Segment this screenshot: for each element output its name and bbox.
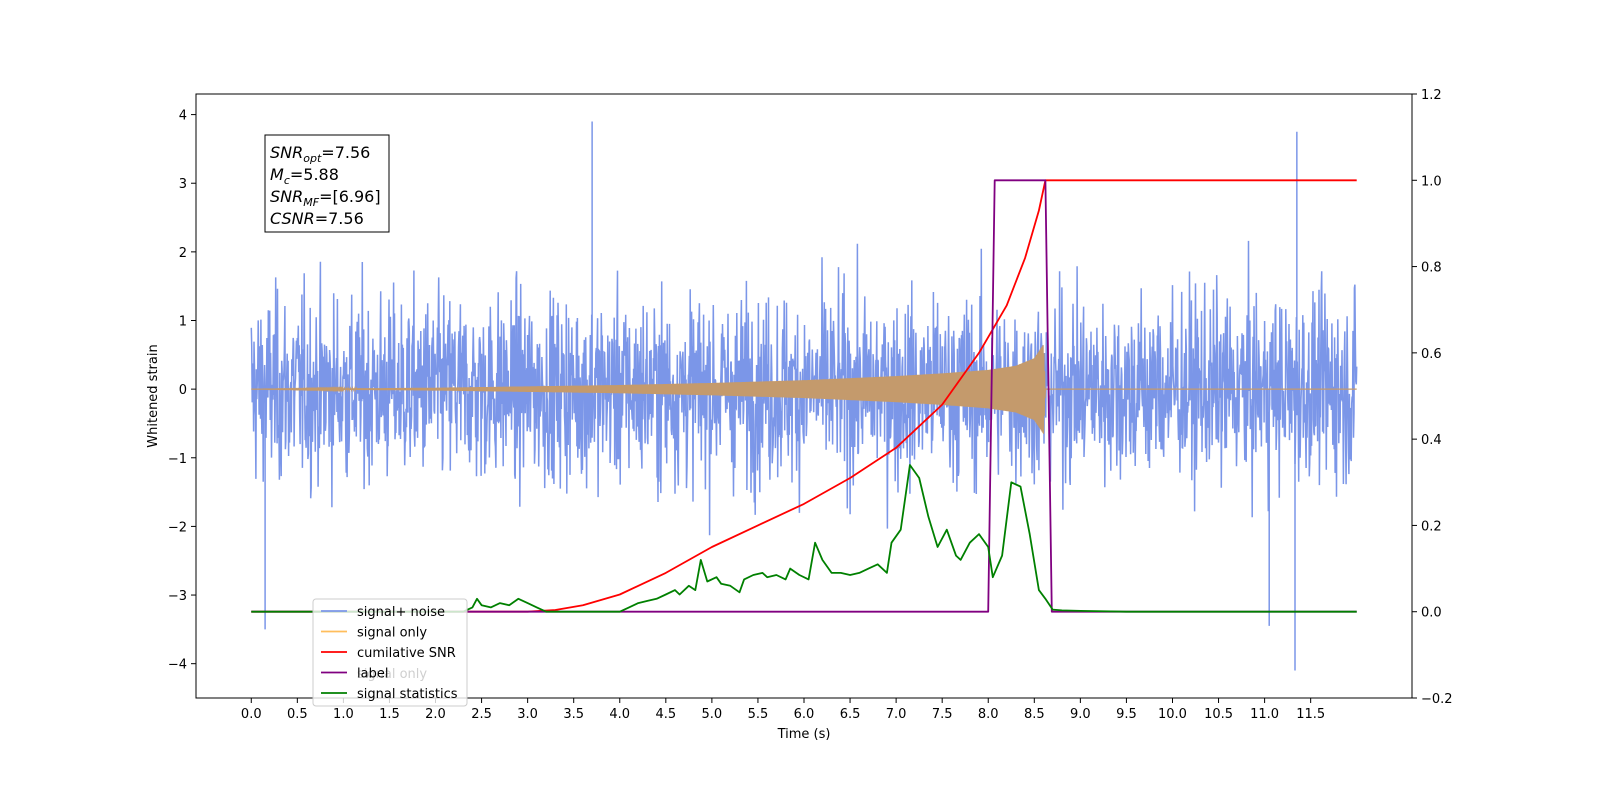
stats-line-value: =7.56 [315,209,364,228]
y2-tick-label: 1.0 [1421,174,1442,189]
legend: signal only signal+ noise signal only cumil… [312,598,468,707]
x-tick-label: 9.5 [1116,707,1137,722]
series-signal-noise [250,240,1358,536]
x-tick-label: 5.0 [702,707,723,722]
stats-line: CSNR=7.56 [270,209,364,228]
y2-tick-label: 0.8 [1421,261,1442,276]
legend-label: signal only [357,626,427,641]
stats-line-name: CSNR [270,209,315,228]
y-tick-label: 1 [179,315,187,330]
stats-line-subscript: opt [303,152,322,165]
x-tick-label: 0.5 [287,707,308,722]
stats-line-value: =5.88 [290,165,339,184]
series-layer [250,121,1358,671]
legend-frame [312,598,468,707]
legend-label: label [357,667,388,682]
y-tick-label: 4 [179,109,187,124]
series-signal-statistics [251,464,1357,613]
y-tick-label: 0 [179,383,187,398]
x-tick-label: 6.0 [794,707,815,722]
x-tick-label: 2.5 [471,707,492,722]
x-tick-label: 7.0 [886,707,907,722]
stats-line-subscript: MF [303,196,319,209]
axes-layer: 0.0 0.5 1.0 1.5 2.0 2.5 3.0 3.5 4.0 4.5 5.0 5.5 6.0 6… [168,88,1453,722]
stats-line-value: =7.56 [321,143,370,162]
y2-tick-label: 1.2 [1421,88,1442,103]
y-axis-label: Whitened strain [146,344,161,447]
x-tick-label: 10.0 [1158,707,1187,722]
y-tick-label: −3 [168,589,187,604]
x-tick-label: 1.0 [333,707,354,722]
x-tick-label: 8.0 [978,707,999,722]
x-tick-label: 0.0 [241,707,262,722]
y-tick-label: −2 [168,520,187,535]
x-tick-label: 4.5 [655,707,676,722]
x-tick-label: 3.5 [563,707,584,722]
x-tick-label: 11.5 [1296,707,1325,722]
stats-line-name: SNR [270,143,303,162]
legend-label: cumilative SNR [357,646,456,661]
x-axis-label: Time (s) [777,727,831,742]
legend-label: signal+ noise [357,605,445,620]
y-tick-label: 2 [179,246,187,261]
stats-line: Mc=5.88 [270,165,339,187]
x-tick-label: 10.5 [1204,707,1233,722]
x-tick-label: 8.5 [1024,707,1045,722]
stats-line-subscript: c [284,174,290,187]
y-tick-label: −1 [168,452,187,467]
x-tick-label: 7.5 [932,707,953,722]
series-signal-only [251,345,1357,434]
stats-line: SNRopt=7.56 [270,143,370,165]
legend-hidden-text: signal only [357,667,427,682]
stats-box-frame [264,134,390,233]
x-tick-label: 4.0 [609,707,630,722]
y2-tick-label: 0.4 [1421,433,1442,448]
series-cumulative-snr [251,179,1357,613]
x-tick-label: 5.5 [748,707,769,722]
y-tick-label: −4 [168,658,187,673]
y-tick-label: 3 [179,177,187,192]
x-tick-label: 1.5 [379,707,400,722]
stats-line-name: M [270,165,284,184]
stats-line-value: =[6.96] [319,187,381,206]
x-tick-label: 6.5 [840,707,861,722]
x-tick-label: 11.0 [1250,707,1279,722]
y2-tick-label: −0.2 [1421,692,1453,707]
y2-tick-label: 0.2 [1421,519,1442,534]
y2-tick-label: 0.6 [1421,347,1442,362]
x-tick-label: 2.0 [425,707,446,722]
stats-line: SNRMF=[6.96] [270,187,381,209]
legend-label: signal statistics [357,687,458,702]
x-tick-label: 9.0 [1070,707,1091,722]
stats-line-name: SNR [270,187,303,206]
y2-tick-label: 0.0 [1421,606,1442,621]
x-tick-label: 3.0 [517,707,538,722]
